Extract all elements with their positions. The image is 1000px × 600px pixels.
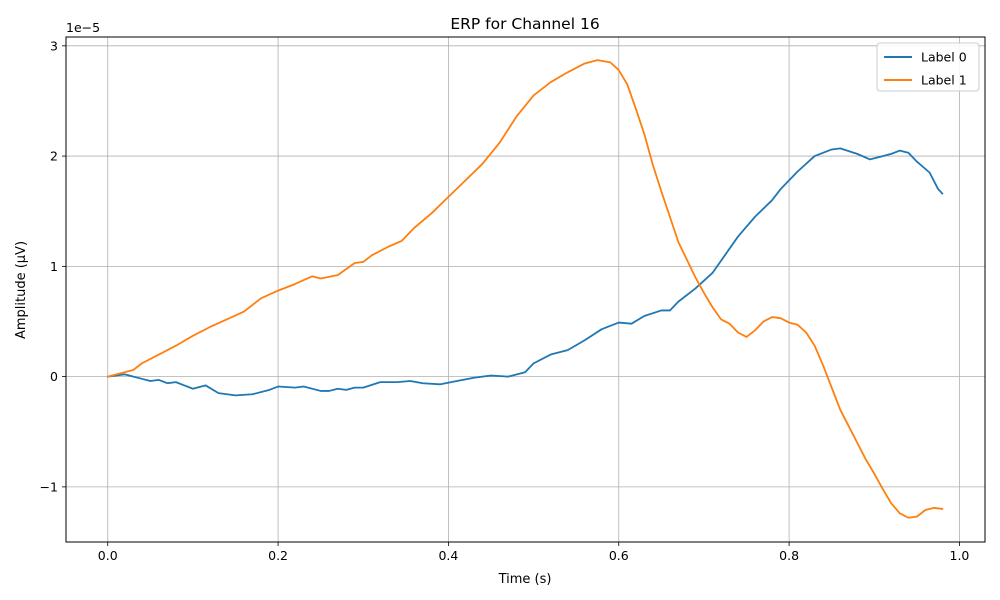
x-axis-ticks: 0.0 0.2 0.4 0.6 0.8 1.0	[98, 542, 970, 563]
series-lines	[106, 59, 944, 519]
legend-label-1: Label 1	[921, 73, 967, 88]
chart-title: ERP for Channel 16	[450, 15, 599, 33]
x-tick-label: 0.0	[98, 548, 118, 563]
y-tick-label: 0	[50, 369, 58, 384]
plot-frame	[65, 36, 986, 543]
x-tick-label: 0.4	[438, 548, 458, 563]
x-tick-label: 0.2	[268, 548, 288, 563]
y-axis-offset-label: 1e−5	[66, 20, 100, 35]
y-tick-label: 2	[50, 149, 58, 164]
y-axis-label: Amplitude (µV)	[14, 241, 29, 339]
y-axis-ticks: −1 0 1 2 3	[40, 38, 66, 494]
y-tick-label: 1	[50, 259, 58, 274]
series-line-label-1	[106, 59, 944, 519]
grid	[66, 37, 985, 542]
legend-label-0: Label 0	[921, 50, 967, 65]
y-tick-label: −1	[40, 479, 58, 494]
series-line-label-0	[106, 147, 944, 397]
x-tick-label: 0.8	[779, 548, 799, 563]
x-tick-label: 0.6	[609, 548, 629, 563]
x-tick-label: 1.0	[950, 548, 970, 563]
legend: Label 0 Label 1	[876, 42, 980, 92]
x-axis-label: Time (s)	[498, 572, 552, 587]
y-tick-label: 3	[50, 38, 58, 53]
